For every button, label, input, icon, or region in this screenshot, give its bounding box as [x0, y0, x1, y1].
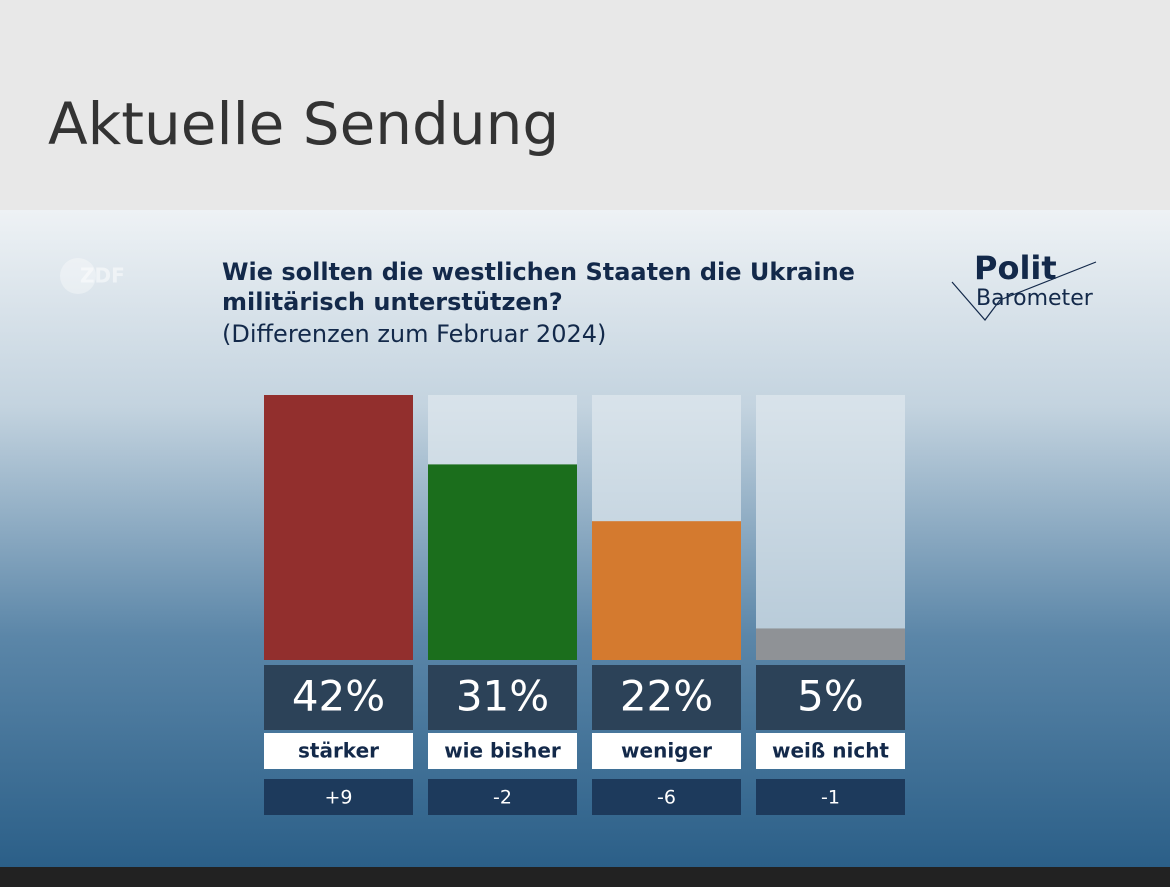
change-label: -1 — [821, 787, 840, 809]
value-box — [592, 665, 741, 730]
bottom-strip — [0, 867, 1170, 887]
change-label: -2 — [493, 787, 512, 809]
bar — [428, 464, 577, 660]
chart-subtitle: (Differenzen zum Februar 2024) — [222, 320, 606, 348]
category-box — [756, 733, 905, 769]
change-box — [264, 779, 413, 815]
logo: ZDF — [80, 264, 125, 288]
value-label: 31% — [456, 672, 549, 721]
broadcast-frame — [0, 210, 1170, 867]
category-box — [592, 733, 741, 769]
chart-title: militärisch unterstützen? — [222, 288, 563, 316]
brand: Polit — [974, 249, 1057, 287]
category-label: weiß nicht — [772, 739, 889, 763]
brand-check — [951, 261, 1097, 321]
bar — [756, 628, 905, 660]
change-label: -6 — [657, 787, 676, 809]
bar — [264, 395, 413, 660]
category-box — [428, 733, 577, 769]
value-box — [264, 665, 413, 730]
header-title: Aktuelle Sendung — [48, 90, 559, 158]
category-label: stärker — [298, 739, 379, 763]
change-box — [756, 779, 905, 815]
category-box — [264, 733, 413, 769]
value-box — [428, 665, 577, 730]
value-label: 22% — [620, 672, 713, 721]
category-label: wie bisher — [444, 739, 561, 763]
chart-title: Wie sollten die westlichen Staaten die U… — [222, 258, 855, 286]
header-bar — [0, 0, 1170, 210]
logo-circle — [60, 258, 96, 294]
value-label: 5% — [797, 672, 864, 721]
bar — [592, 521, 741, 660]
value-box — [756, 665, 905, 730]
change-box — [428, 779, 577, 815]
change-box — [592, 779, 741, 815]
category-label: weniger — [621, 739, 712, 763]
bar-track — [756, 395, 905, 660]
brand-sub: Barometer — [976, 286, 1094, 311]
change-label: +9 — [324, 787, 352, 809]
value-label: 42% — [292, 672, 385, 721]
